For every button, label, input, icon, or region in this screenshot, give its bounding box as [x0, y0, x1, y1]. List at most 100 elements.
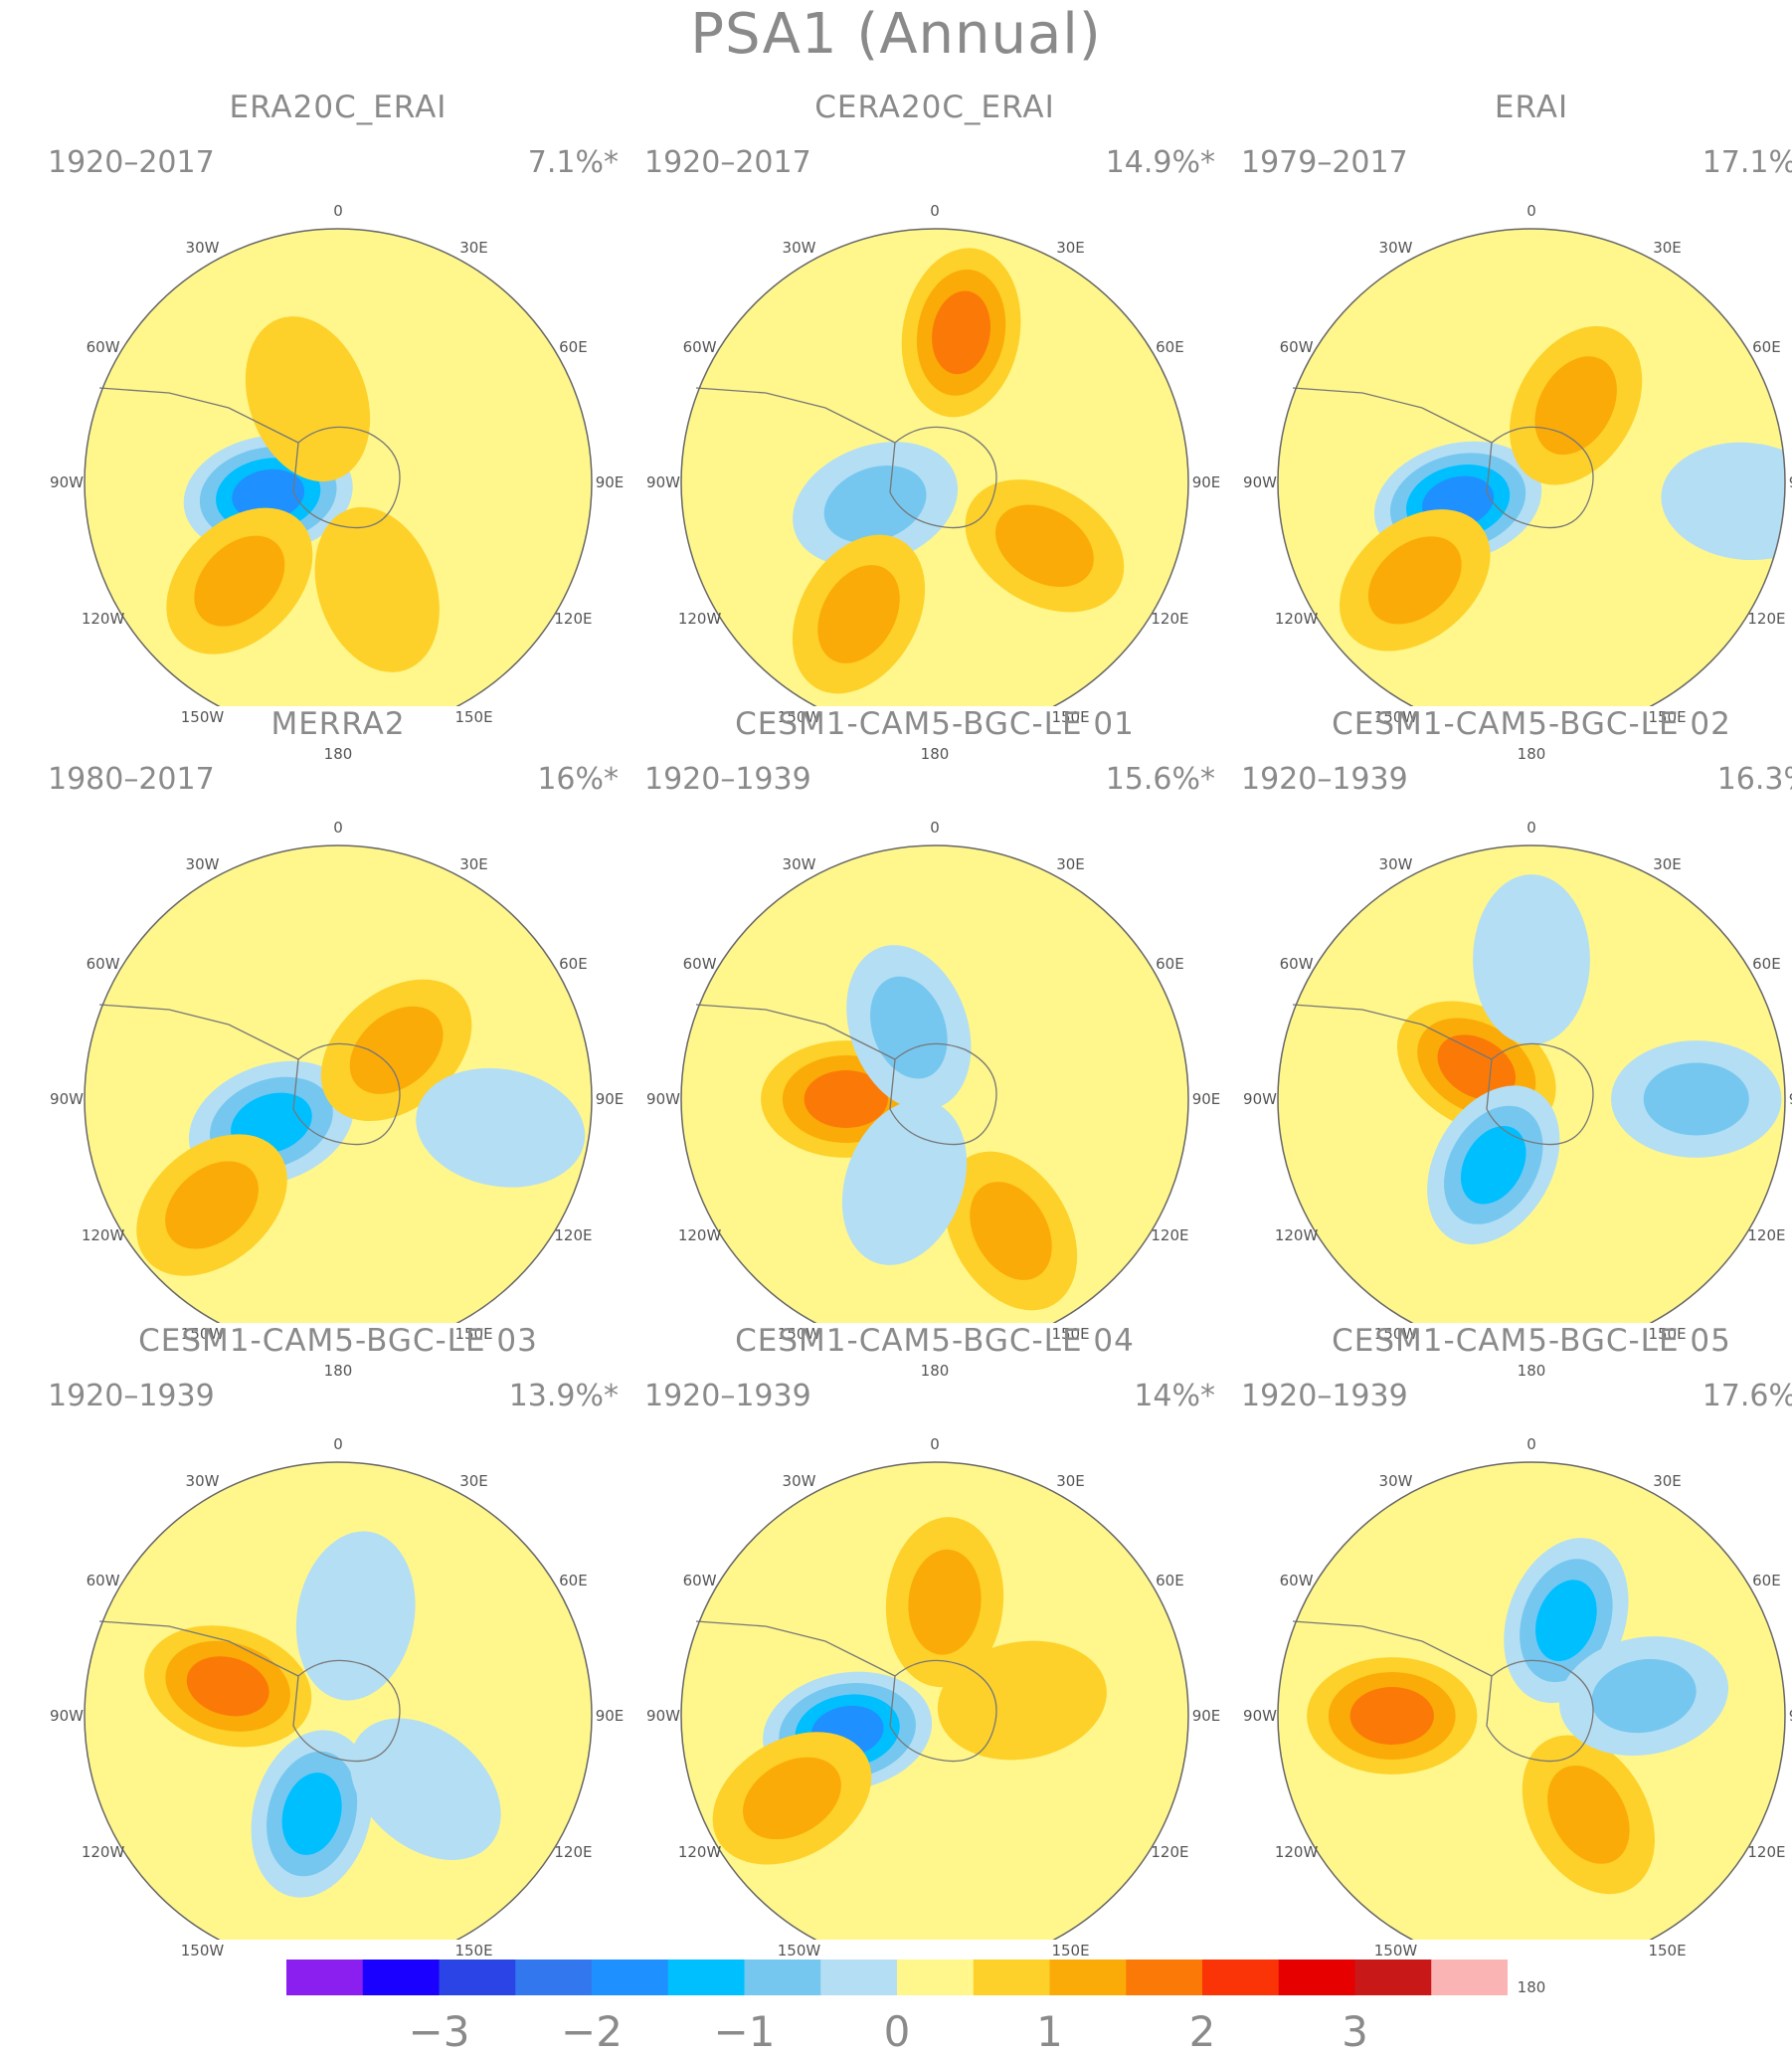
panel-title: MERRA2 [270, 706, 406, 742]
longitude-label: 90W [50, 473, 84, 491]
colorbar-swatch [362, 1960, 440, 1995]
panel-title: ERAI [1494, 90, 1569, 125]
longitude-label: 90W [1243, 1090, 1277, 1108]
longitude-label: 90E [1789, 1090, 1792, 1108]
panel-period: 1920–1939 [1241, 762, 1408, 797]
longitude-label: 120W [677, 609, 722, 628]
panel-title: CESM1-CAM5-BGC-LE 03 [138, 1323, 538, 1359]
coastline [889, 1042, 997, 1146]
panel-title: CESM1-CAM5-BGC-LE 05 [1332, 1323, 1731, 1359]
polar-map [680, 1461, 1189, 1940]
map-boundary [680, 228, 1189, 706]
longitude-label: 30W [1378, 854, 1413, 873]
longitude-label: 150E [454, 1325, 493, 1344]
contour-level [349, 1006, 444, 1094]
coastline [1292, 1004, 1493, 1060]
map-panel: CESM1-CAM5-BGC-LE 03 1920–1939 13.9%* 0 30E 6… [40, 1323, 636, 1996]
longitude-label: 180 [920, 745, 950, 763]
longitude-label: 30W [185, 238, 220, 257]
coastline [292, 1659, 401, 1763]
colorbar-swatch [744, 1960, 821, 1995]
longitude-label: 150E [1051, 1325, 1090, 1344]
longitude-label: 30W [185, 1471, 220, 1490]
coastline [1292, 1620, 1493, 1677]
panel-title: CESM1-CAM5-BGC-LE 01 [735, 706, 1135, 742]
longitude-label: 180 [920, 1362, 950, 1380]
longitude-label: 60E [559, 337, 588, 356]
coastline [98, 1620, 299, 1677]
contour-level [281, 1773, 342, 1855]
polar-map [84, 228, 593, 706]
longitude-label: 90E [1191, 473, 1221, 491]
contour-level [1535, 1580, 1597, 1661]
longitude-label: 30W [185, 854, 220, 873]
contour-level [1473, 874, 1590, 1045]
longitude-label: 150W [777, 708, 821, 727]
panel-variance: 7.1%* [527, 145, 619, 180]
contour-level [1591, 1659, 1697, 1734]
longitude-label: 0 [333, 202, 343, 220]
longitude-label: 30W [782, 1471, 816, 1490]
longitude-label: 150E [1648, 1325, 1687, 1344]
coastline [98, 1004, 299, 1060]
longitude-label: 60E [1156, 1571, 1184, 1589]
colorbar-tick-label: −2 [561, 2007, 623, 2056]
longitude-label: 60W [1279, 1571, 1314, 1589]
contour-level [314, 506, 440, 672]
map-panel: ERAI 1979–2017 17.1%* 0 30E 60E 90E 120E 150E 180… [1233, 90, 1792, 763]
colorbar-swatch [1126, 1960, 1203, 1995]
longitude-label: 0 [333, 1435, 343, 1453]
panel-variance: 16.3% [1716, 762, 1792, 797]
map-panel: CESM1-CAM5-BGC-LE 04 1920–1939 14%* 0 30E 60E… [636, 1323, 1233, 1996]
colorbar-tick-label: 0 [883, 2007, 911, 2056]
polar-map [1277, 1461, 1786, 1940]
map-panel: CESM1-CAM5-BGC-LE 01 1920–1939 15.6%* 0 30E 6… [636, 706, 1233, 1380]
panel-period: 1980–2017 [48, 762, 215, 797]
longitude-label: 0 [930, 1435, 940, 1453]
longitude-label: 30W [782, 238, 816, 257]
longitude-label: 0 [930, 202, 940, 220]
polar-map [1277, 844, 1786, 1323]
map-boundary [84, 1461, 593, 1940]
contour-level [841, 1099, 968, 1265]
polar-map [680, 228, 1189, 706]
longitude-label: 60E [1156, 954, 1184, 973]
contour-level [1643, 1062, 1749, 1136]
coastline [889, 426, 997, 529]
longitude-label: 30E [1653, 238, 1682, 257]
longitude-label: 60E [1156, 337, 1184, 356]
contour-level [817, 565, 900, 663]
longitude-label: 180 [1517, 1362, 1546, 1380]
longitude-label: 150E [454, 1942, 493, 1961]
map-panel: CESM1-CAM5-BGC-LE 02 1920–1939 16.3% 0 30E 60… [1233, 706, 1792, 1380]
longitude-label: 150W [180, 1325, 225, 1344]
longitude-label: 60W [1279, 337, 1314, 356]
coastline [889, 1659, 997, 1763]
map-panel: MERRA2 1980–2017 16%* 0 30E 60E 90E 120E 150E 180… [40, 706, 636, 1380]
longitude-label: 30E [1056, 1471, 1085, 1490]
longitude-label: 150W [1373, 1325, 1418, 1344]
longitude-label: 120W [1274, 1225, 1319, 1244]
longitude-label: 90W [646, 1707, 680, 1725]
panel-period: 1979–2017 [1241, 145, 1408, 180]
colorbar-tick-label: 3 [1342, 2007, 1368, 2056]
contour-level [804, 1070, 888, 1128]
longitude-label: 60E [559, 1571, 588, 1589]
polar-map [1277, 228, 1786, 706]
coastline [1486, 1042, 1594, 1146]
longitude-label: 30E [459, 238, 488, 257]
longitude-label: 60W [86, 1571, 120, 1589]
panel-variance: 14.9%* [1105, 145, 1215, 180]
panel-variance: 17.1%* [1702, 145, 1792, 180]
coastline [292, 426, 401, 529]
longitude-label: 90E [595, 1090, 625, 1108]
contour-level [1349, 1687, 1434, 1745]
longitude-label: 120E [1747, 609, 1786, 628]
map-boundary [1277, 844, 1786, 1323]
contour-level [1547, 1765, 1630, 1864]
longitude-label: 30E [459, 854, 488, 873]
longitude-label: 60E [559, 954, 588, 973]
longitude-label: 120W [81, 609, 125, 628]
longitude-label: 120W [81, 1225, 125, 1244]
colorbar-swatch [973, 1960, 1050, 1995]
